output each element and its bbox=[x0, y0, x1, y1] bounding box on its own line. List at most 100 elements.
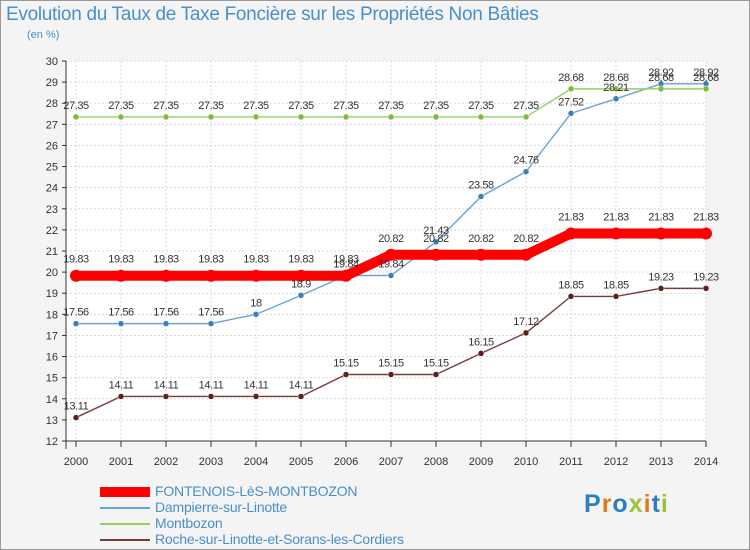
data-label: 19.23 bbox=[693, 271, 719, 283]
y-tick-label: 14 bbox=[46, 394, 58, 406]
data-label: 20.82 bbox=[468, 233, 494, 245]
data-label: 19.83 bbox=[198, 254, 224, 266]
y-tick-label: 23 bbox=[46, 204, 58, 216]
x-tick-label: 2006 bbox=[334, 456, 358, 468]
data-point bbox=[612, 293, 620, 300]
data-point bbox=[612, 85, 620, 93]
logo-letter: o bbox=[612, 490, 629, 518]
data-label: 28.21 bbox=[603, 82, 629, 94]
data-point bbox=[70, 269, 82, 282]
data-point bbox=[477, 193, 485, 200]
data-point bbox=[117, 113, 125, 121]
data-point bbox=[567, 293, 575, 300]
data-label: 28.68 bbox=[603, 72, 629, 84]
data-label: 19.84 bbox=[378, 258, 404, 270]
data-label: 27.35 bbox=[243, 100, 269, 112]
data-label: 14.11 bbox=[154, 379, 179, 391]
x-tick-label: 2001 bbox=[109, 456, 133, 468]
logo-letter: i bbox=[660, 490, 669, 518]
data-label: 19.83 bbox=[63, 254, 89, 266]
data-point bbox=[207, 320, 215, 327]
data-point bbox=[252, 393, 260, 400]
y-tick-label: 17 bbox=[46, 330, 58, 342]
data-point bbox=[387, 371, 395, 378]
data-label: 28.68 bbox=[558, 72, 584, 84]
data-label: 14.11 bbox=[289, 379, 314, 391]
x-tick-label: 2011 bbox=[559, 456, 583, 468]
data-point bbox=[522, 168, 530, 175]
y-tick-label: 12 bbox=[46, 436, 58, 448]
logo-letter: i bbox=[643, 490, 652, 518]
data-point bbox=[520, 248, 532, 261]
legend-label-dampierre: Dampierre-sur-Linotte bbox=[155, 499, 287, 515]
data-point bbox=[117, 320, 125, 327]
data-point bbox=[477, 350, 485, 357]
data-point bbox=[432, 371, 440, 378]
y-tick-label: 13 bbox=[46, 415, 58, 427]
x-tick-label: 2005 bbox=[289, 456, 313, 468]
data-label: 20.82 bbox=[513, 233, 539, 245]
y-tick-label: 15 bbox=[46, 373, 58, 385]
data-point bbox=[252, 311, 260, 318]
data-label: 15.15 bbox=[378, 358, 404, 370]
y-tick-label: 22 bbox=[46, 225, 58, 237]
data-label: 18 bbox=[250, 297, 262, 309]
data-label: 18.85 bbox=[558, 279, 584, 291]
data-label: 27.35 bbox=[513, 100, 539, 112]
data-point bbox=[117, 393, 125, 400]
x-tick-label: 2004 bbox=[244, 456, 268, 468]
chart-subtitle: (en %) bbox=[27, 29, 60, 41]
data-point bbox=[430, 248, 442, 261]
data-label: 28.68 bbox=[648, 72, 674, 84]
data-label: 17.56 bbox=[153, 307, 179, 319]
data-point bbox=[205, 269, 217, 282]
data-point bbox=[162, 393, 170, 400]
data-point bbox=[162, 113, 170, 121]
y-tick-label: 26 bbox=[46, 140, 58, 152]
data-label: 19.83 bbox=[108, 254, 134, 266]
data-point bbox=[160, 269, 172, 282]
legend-label-fontenois: FONTENOIS-LèS-MONTBOZON bbox=[155, 483, 358, 499]
data-label: 13.11 bbox=[64, 401, 89, 413]
data-label: 27.35 bbox=[198, 100, 224, 112]
data-label: 21.83 bbox=[603, 211, 629, 223]
logo-letter: x bbox=[628, 490, 644, 518]
data-label: 28.92 bbox=[648, 67, 674, 79]
data-label: 17.56 bbox=[108, 307, 134, 319]
data-point bbox=[522, 113, 530, 121]
data-point bbox=[387, 113, 395, 121]
data-point bbox=[655, 227, 667, 240]
data-label: 17.56 bbox=[198, 307, 224, 319]
data-label: 21.83 bbox=[558, 211, 584, 223]
data-point bbox=[565, 227, 577, 240]
data-label: 17.12 bbox=[513, 316, 539, 328]
x-tick-label: 2008 bbox=[424, 456, 448, 468]
x-tick-label: 2007 bbox=[379, 456, 403, 468]
data-point bbox=[295, 269, 307, 282]
x-tick-label: 2010 bbox=[514, 456, 538, 468]
legend-label-roche: Roche-sur-Linotte-et-Sorans-les-Cordiers bbox=[155, 531, 404, 547]
legend-swatch-dampierre bbox=[100, 507, 150, 509]
data-label: 17.56 bbox=[63, 307, 89, 319]
data-label: 28.68 bbox=[693, 72, 719, 84]
data-label: 27.35 bbox=[153, 100, 179, 112]
y-tick-label: 25 bbox=[46, 162, 58, 174]
logo-letter: P bbox=[584, 490, 602, 518]
data-label: 14.11 bbox=[244, 379, 269, 391]
logo-letter: r bbox=[601, 490, 613, 518]
data-label: 14.11 bbox=[199, 379, 224, 391]
data-point bbox=[387, 272, 395, 279]
data-point bbox=[252, 113, 260, 121]
legend-label-montbozon: Montbozon bbox=[155, 515, 223, 531]
data-label: 27.35 bbox=[333, 100, 359, 112]
data-label: 14.11 bbox=[109, 379, 134, 391]
x-tick-label: 2003 bbox=[199, 456, 223, 468]
data-label: 19.83 bbox=[333, 254, 359, 266]
y-tick-label: 16 bbox=[46, 352, 58, 364]
legend-swatch-roche bbox=[100, 539, 150, 541]
y-tick-label: 24 bbox=[46, 183, 58, 195]
data-point bbox=[477, 113, 485, 121]
data-point bbox=[297, 292, 305, 299]
y-tick-label: 29 bbox=[46, 77, 58, 89]
